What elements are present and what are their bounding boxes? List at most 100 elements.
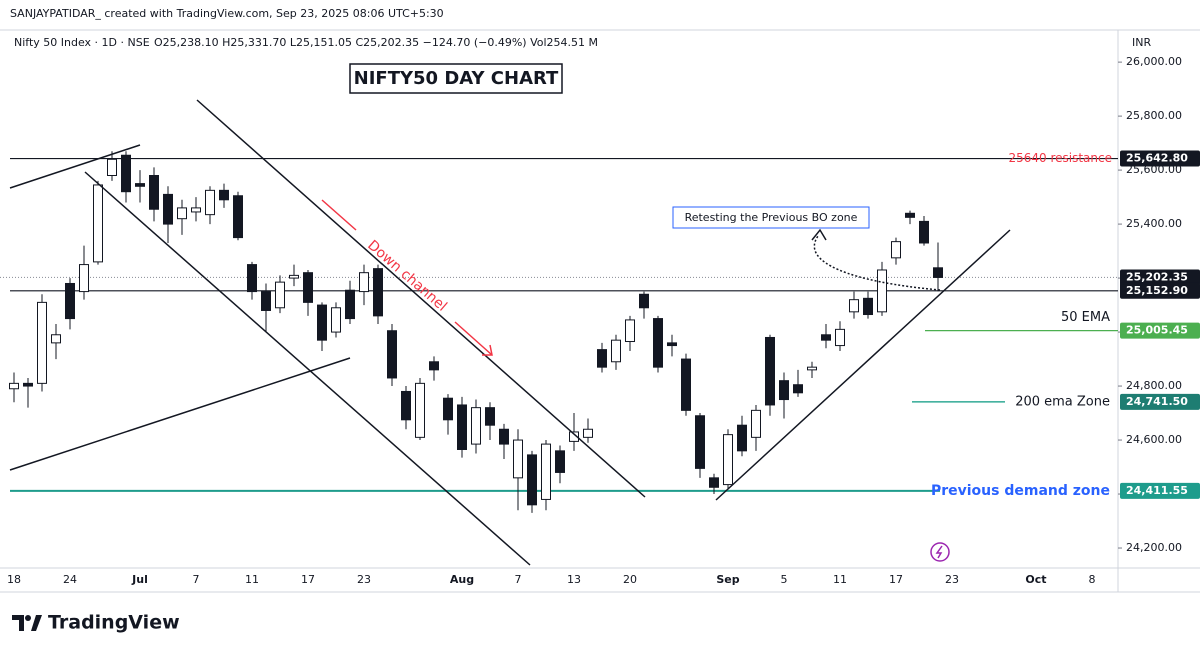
alert-circle (930, 542, 950, 562)
candle-body (331, 307, 341, 333)
x-tick-label: 11 (245, 573, 259, 586)
candle-body (569, 431, 579, 442)
price-tag-label: 25,005.45 (1126, 324, 1188, 337)
x-tick-label: 18 (7, 573, 21, 586)
y-tick-label: 24,800.00 (1126, 379, 1182, 392)
candle-body (401, 390, 411, 421)
candle-body (793, 384, 803, 394)
annotation-curve (813, 235, 941, 291)
candle-body (23, 382, 33, 387)
candle-body (541, 443, 551, 500)
candle-body (135, 183, 145, 187)
alert-icon[interactable] (930, 542, 950, 562)
candle-body (765, 336, 775, 406)
candle-body (933, 267, 943, 278)
ohlc: O25,238.10 H25,331.70 L25,151.05 C25,202… (154, 36, 598, 49)
currency: INR (1132, 36, 1151, 49)
trend-line (715, 229, 1011, 501)
candle-body (415, 382, 425, 438)
x-tick-label: 11 (833, 573, 847, 586)
candle-body (93, 184, 103, 263)
y-tick-label: 25,400.00 (1126, 217, 1182, 230)
candle-body (37, 301, 47, 384)
x-tick-label: Oct (1025, 573, 1046, 586)
logo-dot (25, 615, 31, 621)
candle-body (79, 264, 89, 293)
candle-body (737, 424, 747, 452)
level-text: 50 EMA (1061, 310, 1110, 325)
candle-body (891, 241, 901, 259)
price-tag (1120, 150, 1200, 167)
price-tag (1120, 393, 1200, 410)
candle-body (527, 454, 537, 506)
candle-body (583, 428, 593, 438)
candle-body (471, 407, 481, 445)
x-tick-label: 7 (193, 573, 200, 586)
trend-line (9, 144, 141, 189)
chart-title: NIFTY50 DAY CHART (354, 68, 559, 89)
candle-body (863, 297, 873, 316)
candle-body (317, 304, 327, 341)
candle-body (485, 407, 495, 426)
candle-body (149, 175, 159, 210)
arrow-head (482, 344, 493, 356)
candle-body (107, 158, 117, 177)
trend-line (9, 357, 351, 471)
x-tick-label: 8 (1089, 573, 1096, 586)
candle-body (499, 428, 509, 445)
candle-body (177, 207, 187, 220)
candle-body (821, 334, 831, 341)
candle-body (919, 220, 929, 244)
x-tick-label: 7 (515, 573, 522, 586)
level-text: 200 ema Zone (1015, 394, 1110, 409)
candle-body (429, 361, 439, 371)
title-box (349, 63, 563, 94)
candle-body (457, 404, 467, 450)
x-tick-label: 23 (945, 573, 959, 586)
price-tag-label: 24,411.55 (1126, 484, 1188, 497)
candle-body (905, 212, 915, 218)
y-tick-label: 24,600.00 (1126, 433, 1182, 446)
annotation-arrow (454, 321, 493, 356)
candle-body (597, 349, 607, 368)
candle-body (275, 281, 285, 309)
symbol: Nifty 50 Index · 1D · NSE (14, 36, 150, 49)
level-text: Previous demand zone (931, 483, 1110, 499)
retest-annotation: Retesting the Previous BO zone (672, 206, 941, 291)
price-tag-label: 25,642.80 (1126, 152, 1188, 165)
candle-body (205, 189, 215, 216)
candle-body (373, 268, 383, 317)
candle-body (121, 154, 131, 193)
x-tick-label: Sep (716, 573, 739, 586)
price-tag (1120, 322, 1200, 339)
brand: TradingView (48, 612, 180, 634)
candle-body (639, 293, 649, 309)
price-tag-label: 25,152.90 (1126, 284, 1188, 297)
x-tick-label: 23 (357, 573, 371, 586)
candle-body (513, 439, 523, 479)
x-tick-label: 5 (781, 573, 788, 586)
candle-body (681, 358, 691, 411)
candle-body (555, 450, 565, 473)
candle-body (611, 339, 621, 363)
annotation-text: Retesting the Previous BO zone (685, 211, 858, 224)
x-tick-label: 17 (301, 573, 315, 586)
candle-body (387, 330, 397, 379)
candle-body (359, 272, 369, 293)
x-tick-label: Aug (450, 573, 474, 586)
price-tag (1120, 282, 1200, 299)
logo-mark (12, 615, 24, 631)
credit: SANJAYPATIDAR_ created with TradingView.… (10, 7, 444, 20)
candle-body (345, 289, 355, 320)
x-tick-label: 24 (63, 573, 77, 586)
candle-body (233, 195, 243, 239)
candle-body (751, 409, 761, 438)
price-tag (1120, 269, 1200, 286)
trend-line (196, 99, 646, 498)
candle-body (163, 193, 173, 225)
candle-body (247, 264, 257, 293)
brand-logo: TradingView (12, 612, 180, 634)
y-tick-label: 25,800.00 (1126, 109, 1182, 122)
price-tag-label: 24,741.50 (1126, 395, 1188, 408)
